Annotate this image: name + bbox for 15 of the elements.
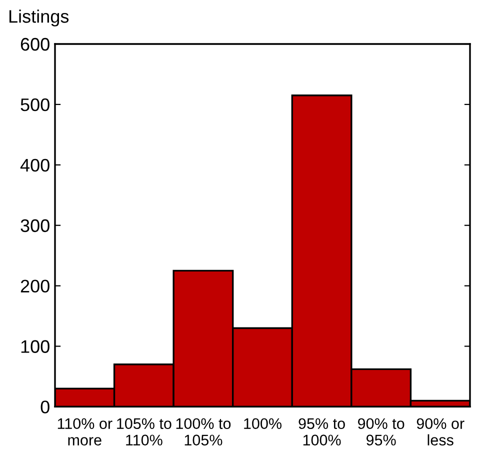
y-tick-label: 100 [21,340,50,353]
x-tick-label: 100% [244,418,282,430]
x-tick-label: 110% or more [58,418,112,446]
x-tick-label: 105% to 110% [117,418,172,446]
y-tick-label: 500 [20,98,50,112]
y-tick-label: 200 [20,280,50,293]
x-tick-label: 95% to 100% [298,418,345,446]
y-tick-label: 300 [20,219,50,232]
x-tick-label: 100% to 105% [176,418,231,446]
x-tick-label: 90% to 95% [358,418,404,446]
y-axis-title: Listings [9,10,69,26]
y-tick-label: 400 [20,158,50,172]
y-tick-label: 0 [40,400,50,414]
x-tick-label: 90% or less [416,418,464,446]
y-tick-label: 600 [20,38,50,51]
